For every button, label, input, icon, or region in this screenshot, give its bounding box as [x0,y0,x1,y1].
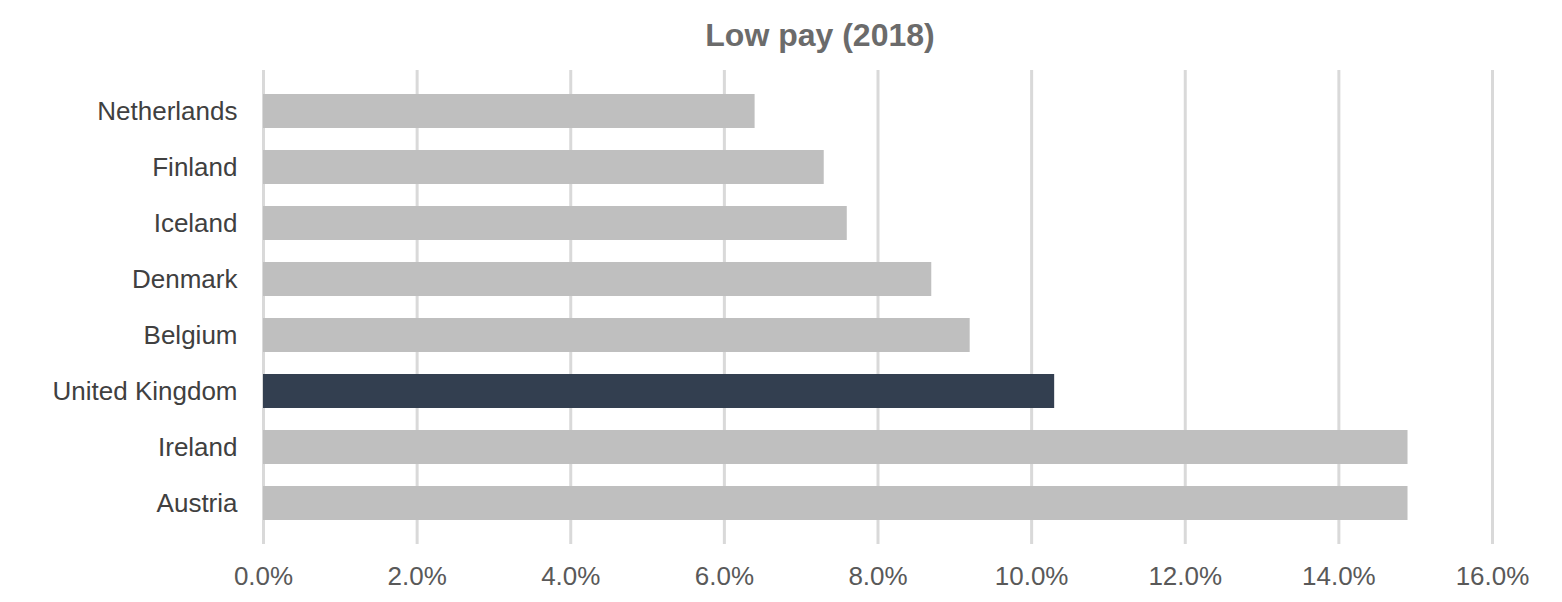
svg-text:2.0%: 2.0% [387,561,446,591]
svg-text:Austria: Austria [157,488,238,518]
svg-text:Iceland: Iceland [154,208,238,238]
svg-text:Netherlands: Netherlands [97,96,237,126]
svg-text:12.0%: 12.0% [1148,561,1222,591]
svg-text:6.0%: 6.0% [695,561,754,591]
svg-text:16.0%: 16.0% [1456,561,1530,591]
html-text:Low pay (2018): Low pay (2018) [705,17,935,53]
svg-text:Finland: Finland [152,152,237,182]
svg-text:Denmark: Denmark [132,264,238,294]
svg-text:14.0%: 14.0% [1302,561,1376,591]
svg-text:United Kingdom: United Kingdom [53,376,238,406]
svg-text:0.0%: 0.0% [234,561,293,591]
svg-text:10.0%: 10.0% [995,561,1069,591]
svg-text:4.0%: 4.0% [541,561,600,591]
svg-text:Ireland: Ireland [158,432,238,462]
svg-text:8.0%: 8.0% [848,561,907,591]
svg-text:Belgium: Belgium [144,320,238,350]
